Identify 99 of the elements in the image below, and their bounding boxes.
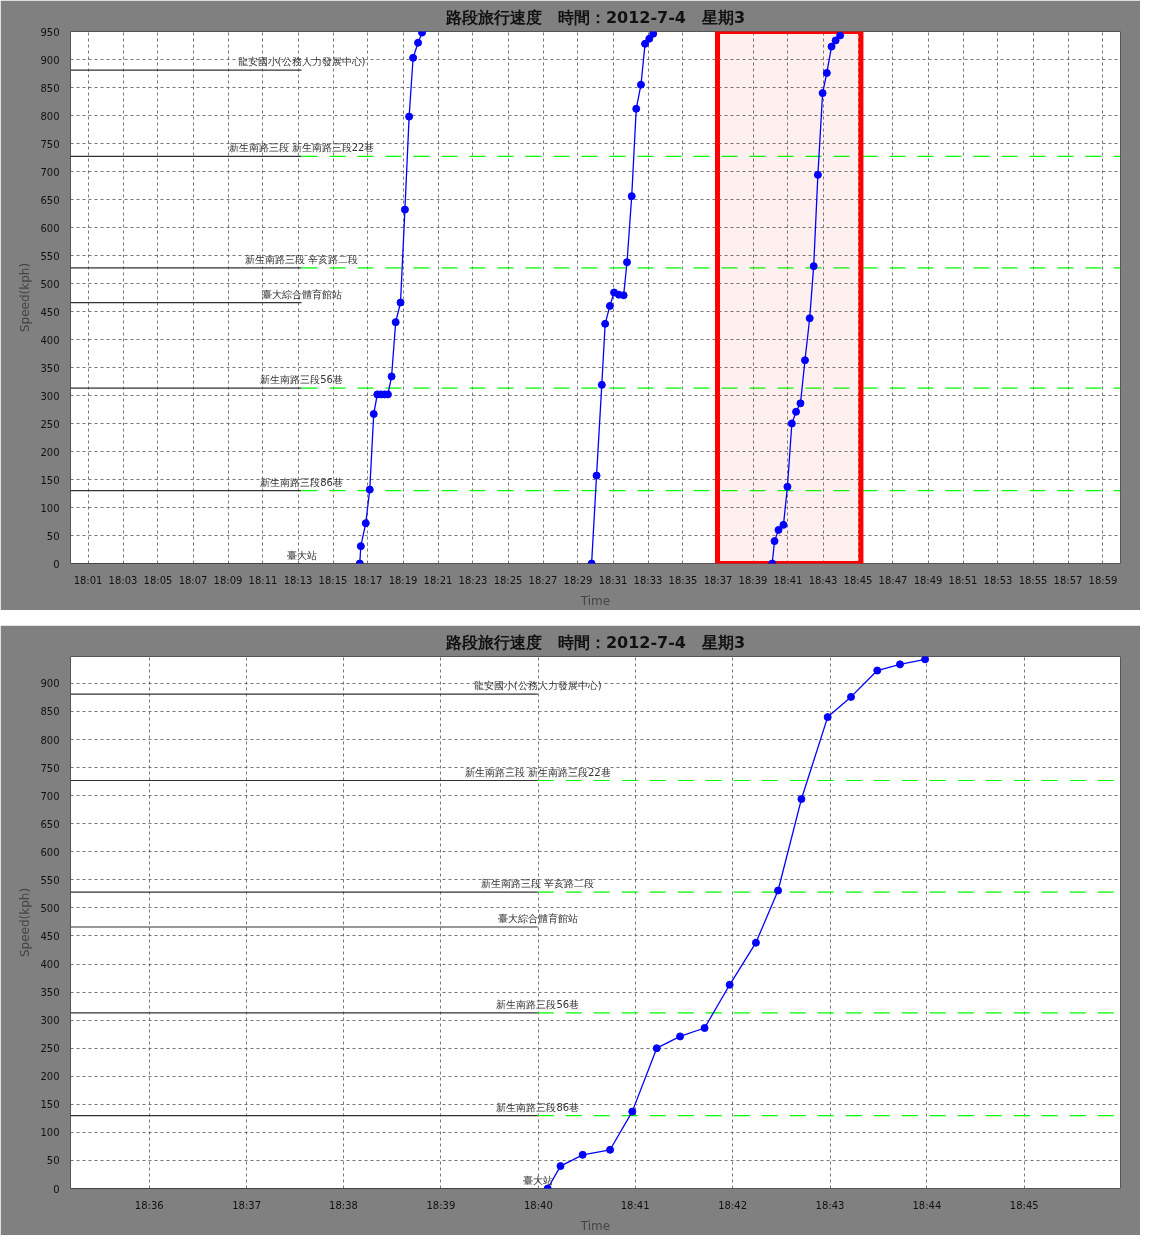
ref-line-label: 新生南路三段 新生南路三段22巷 <box>464 766 611 778</box>
ref-line-label: 臺大站 <box>522 1174 553 1186</box>
x-tick-label: 18:55 <box>1018 574 1048 586</box>
y-tick-label: 500 <box>40 278 60 290</box>
ref-line-label: 新生南路三段56巷 <box>260 374 343 386</box>
y-tick-label: 50 <box>46 1155 60 1167</box>
ref-line-label: 新生南路三段56巷 <box>496 998 580 1010</box>
x-tick-label: 18:41 <box>620 1199 650 1211</box>
x-tick-label: 18:45 <box>1009 1199 1039 1211</box>
y-tick-label: 900 <box>40 54 60 66</box>
y-tick-label: 400 <box>40 334 60 346</box>
x-tick-label: 18:44 <box>912 1199 942 1211</box>
y-tick-label: 100 <box>40 502 60 514</box>
x-tick-label: 18:53 <box>983 574 1013 586</box>
ref-line-label: 新生南路三段 辛亥路二段 <box>244 253 359 265</box>
x-tick-label: 18:35 <box>668 574 698 586</box>
y-tick-label: 800 <box>40 110 60 122</box>
y-tick-label: 100 <box>40 1127 60 1139</box>
y-tick-label: 200 <box>40 1071 60 1083</box>
y-tick-label: 650 <box>40 194 60 206</box>
x-tick-label: 18:39 <box>738 574 768 586</box>
ref-line-label: 新生南路三段 辛亥路二段 <box>481 878 595 890</box>
y-tick-label: 250 <box>40 1043 60 1055</box>
x-tick-label: 18:07 <box>178 574 208 586</box>
x-tick-label: 18:21 <box>423 574 453 586</box>
x-tick-label: 18:36 <box>134 1199 164 1211</box>
y-tick-label: 300 <box>40 1015 60 1027</box>
x-tick-label: 18:47 <box>878 574 908 586</box>
x-tick-label: 18:27 <box>528 574 558 586</box>
y-tick-label: 550 <box>40 874 60 886</box>
y-tick-label: 150 <box>40 1099 60 1111</box>
x-tick-label: 18:39 <box>426 1199 456 1211</box>
x-tick-label: 18:43 <box>815 1199 845 1211</box>
chart-title: 路段旅行速度 時間：2012-7-4 星期3 <box>444 7 746 27</box>
x-tick-label: 18:01 <box>73 574 103 586</box>
x-tick-label: 18:37 <box>232 1199 262 1211</box>
y-tick-label: 0 <box>53 1183 60 1195</box>
x-tick-label: 18:09 <box>213 574 243 586</box>
y-tick-label: 650 <box>40 818 60 830</box>
x-tick-label: 18:05 <box>143 574 173 586</box>
y-tick-label: 950 <box>40 26 60 38</box>
y-tick-label: 0 <box>53 558 60 570</box>
y-tick-label: 800 <box>40 734 60 746</box>
x-tick-label: 18:17 <box>353 574 383 586</box>
x-tick-label: 18:13 <box>283 574 313 586</box>
y-tick-label: 300 <box>40 390 60 402</box>
ref-line-label: 臺大綜合體育館站 <box>261 288 342 300</box>
y-tick-label: 350 <box>40 987 60 999</box>
x-tick-label: 18:51 <box>948 574 978 586</box>
x-tick-label: 18:49 <box>913 574 943 586</box>
x-tick-label: 18:42 <box>718 1199 747 1211</box>
x-tick-label: 18:33 <box>633 574 663 586</box>
ref-line-label: 龍安國小(公務人力發展中心) <box>237 56 366 68</box>
y-tick-label: 350 <box>40 362 60 374</box>
x-tick-label: 18:38 <box>329 1199 358 1211</box>
y-axis-title: Speed(kph) <box>18 887 33 958</box>
y-tick-label: 150 <box>40 474 60 486</box>
x-tick-label: 18:25 <box>493 574 523 586</box>
ref-line-label: 新生南路三段 新生南路三段22巷 <box>228 142 375 154</box>
y-tick-label: 450 <box>40 306 60 318</box>
y-tick-label: 500 <box>40 902 60 914</box>
ref-line-label: 臺大站 <box>286 549 317 561</box>
y-tick-label: 900 <box>40 678 60 690</box>
x-tick-label: 18:31 <box>598 574 628 586</box>
y-tick-label: 750 <box>40 138 60 150</box>
y-tick-label: 550 <box>40 250 60 262</box>
x-tick-label: 18:37 <box>703 574 733 586</box>
y-tick-label: 850 <box>40 82 60 94</box>
ref-line-label: 新生南路三段86巷 <box>496 1101 580 1113</box>
x-axis-title: Time <box>579 593 611 608</box>
y-tick-label: 50 <box>46 530 60 542</box>
x-tick-label: 18:19 <box>388 574 418 586</box>
y-axis-title: Speed(kph) <box>18 262 33 333</box>
x-tick-label: 18:45 <box>843 574 873 586</box>
y-tick-label: 450 <box>40 930 60 942</box>
y-tick-label: 400 <box>40 959 60 971</box>
x-tick-label: 18:15 <box>318 574 348 586</box>
y-tick-label: 250 <box>40 418 60 430</box>
ref-line-label: 龍安國小(公務人力發展中心) <box>473 680 602 692</box>
x-tick-label: 18:29 <box>563 574 593 586</box>
y-tick-label: 700 <box>40 790 60 802</box>
y-tick-label: 600 <box>40 222 60 234</box>
x-tick-label: 18:57 <box>1053 574 1083 586</box>
x-tick-label: 18:11 <box>248 574 278 586</box>
y-tick-label: 200 <box>40 446 60 458</box>
x-tick-label: 18:41 <box>773 574 803 586</box>
x-axis-title: Time <box>579 1218 611 1233</box>
chart-title: 路段旅行速度 時間：2012-7-4 星期3 <box>444 632 746 652</box>
x-tick-label: 18:59 <box>1088 574 1118 586</box>
y-tick-label: 750 <box>40 762 60 774</box>
y-tick-label: 700 <box>40 166 60 178</box>
y-tick-label: 600 <box>40 846 60 858</box>
x-tick-label: 18:43 <box>808 574 838 586</box>
x-tick-label: 18:23 <box>458 574 488 586</box>
ref-line-label: 新生南路三段86巷 <box>260 476 343 488</box>
x-tick-label: 18:03 <box>108 574 138 586</box>
ref-line-label: 臺大綜合體育館站 <box>497 912 578 924</box>
x-tick-label: 18:40 <box>523 1199 553 1211</box>
y-tick-label: 850 <box>40 706 60 718</box>
